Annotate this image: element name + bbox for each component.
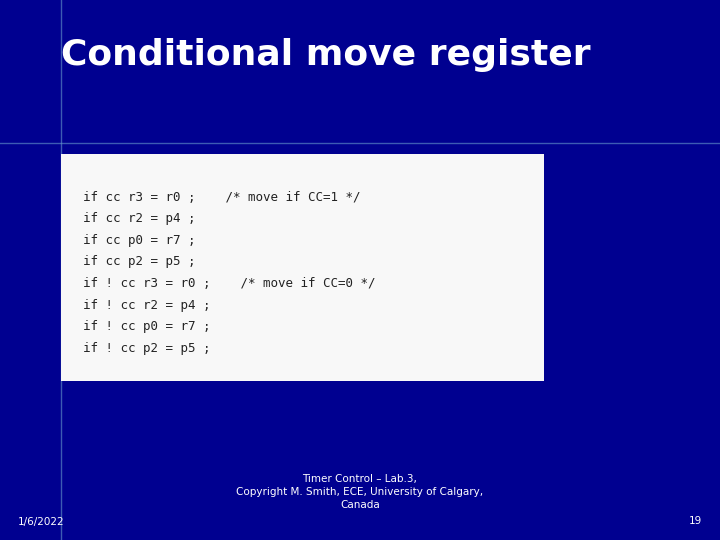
Text: 1/6/2022: 1/6/2022 xyxy=(18,516,65,526)
Text: 19: 19 xyxy=(689,516,702,526)
Text: if ! cc p0 = r7 ;: if ! cc p0 = r7 ; xyxy=(83,320,210,333)
Text: if cc r2 = p4 ;: if cc r2 = p4 ; xyxy=(83,212,195,225)
Text: if cc p0 = r7 ;: if cc p0 = r7 ; xyxy=(83,234,195,247)
Text: Timer Control – Lab.3,
Copyright M. Smith, ECE, University of Calgary,
Canada: Timer Control – Lab.3, Copyright M. Smit… xyxy=(236,474,484,510)
Text: if cc p2 = p5 ;: if cc p2 = p5 ; xyxy=(83,255,195,268)
Text: if ! cc r3 = r0 ;    /* move if CC=0 */: if ! cc r3 = r0 ; /* move if CC=0 */ xyxy=(83,277,375,290)
Text: if ! cc r2 = p4 ;: if ! cc r2 = p4 ; xyxy=(83,299,210,312)
Text: Conditional move register: Conditional move register xyxy=(61,38,591,72)
Text: if cc r3 = r0 ;    /* move if CC=1 */: if cc r3 = r0 ; /* move if CC=1 */ xyxy=(83,191,360,204)
Text: if ! cc p2 = p5 ;: if ! cc p2 = p5 ; xyxy=(83,342,210,355)
FancyBboxPatch shape xyxy=(61,154,544,381)
